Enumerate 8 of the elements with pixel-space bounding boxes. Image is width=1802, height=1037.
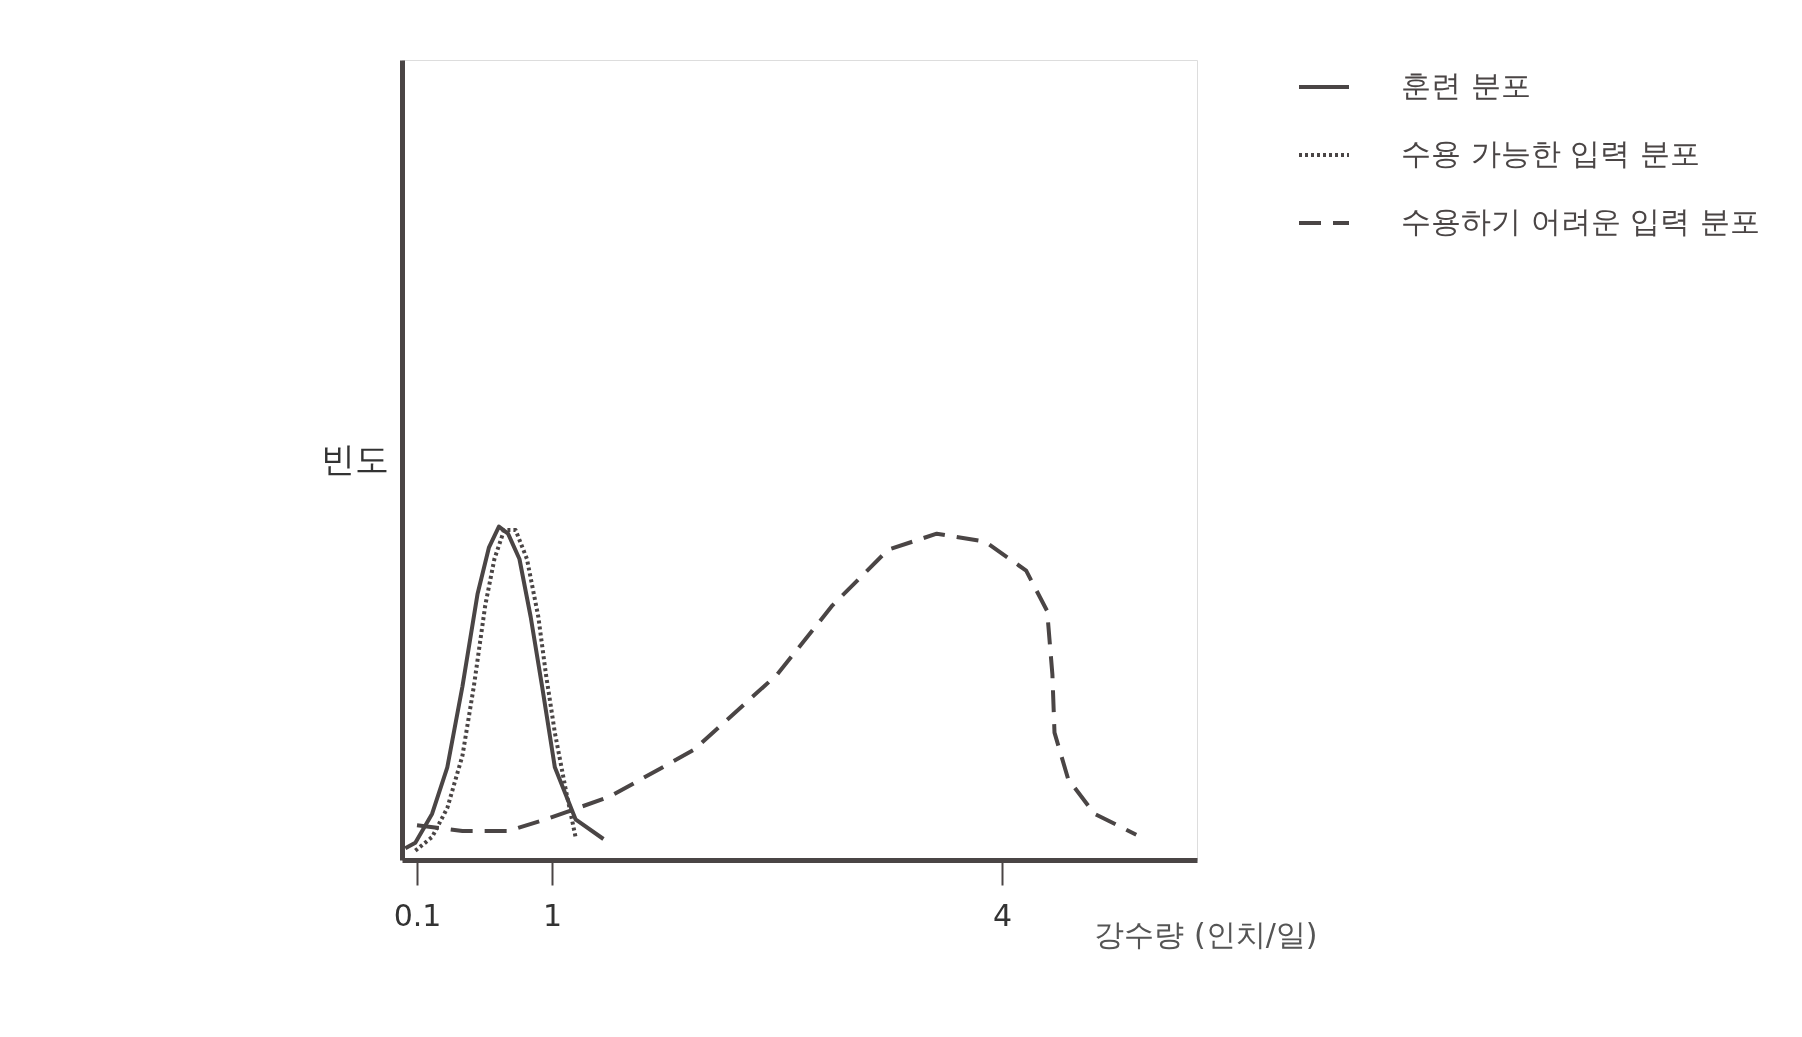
x-tick-label: 1 [542,897,563,933]
legend-label: 수용 가능한 입력 분포 [1401,136,1700,171]
legend-label: 훈련 분포 [1401,68,1531,103]
legend-label: 수용하기 어려운 입력 분포 [1401,204,1760,239]
y-axis-title: 빈도 [320,438,389,479]
x-tick-label: 0.1 [393,897,442,933]
x-axis-title: 강수량 (인치/일) [1094,916,1318,952]
x-tick-label: 4 [992,897,1013,933]
